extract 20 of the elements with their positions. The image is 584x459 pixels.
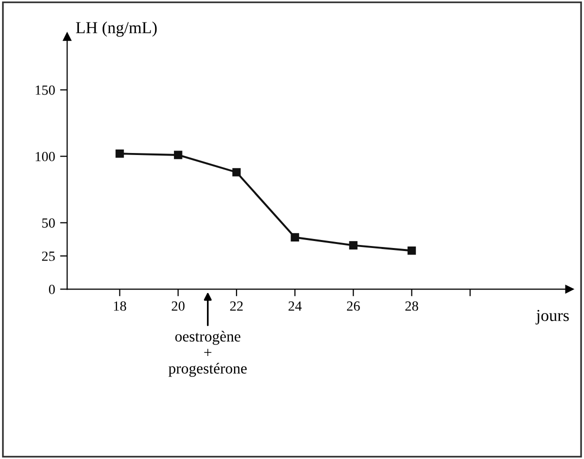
- x-axis-title: jours: [536, 310, 569, 324]
- x-tick-label: 26: [346, 301, 360, 311]
- x-tick-label: 24: [288, 301, 302, 311]
- point: [349, 241, 358, 250]
- point: [408, 246, 416, 255]
- y-tick-label: 100: [36, 152, 55, 162]
- point: [232, 168, 241, 176]
- point: [174, 150, 182, 160]
- y-tick-label: 50: [42, 218, 55, 228]
- y-axis-title: LH (ng/mL): [76, 22, 157, 37]
- x-tick-label: 22: [230, 301, 243, 311]
- point: [116, 149, 124, 158]
- text: oestrogène + progestérone: [168, 330, 247, 377]
- y-tick-label: 25: [42, 252, 55, 261]
- x-tick-label: 18: [114, 301, 126, 311]
- x-tick-label: 28: [405, 301, 418, 311]
- x-tick-label: 20: [172, 301, 185, 311]
- y-tick-label: 150: [36, 85, 55, 95]
- y-tick-label: 0: [48, 284, 55, 294]
- point: [290, 233, 300, 242]
